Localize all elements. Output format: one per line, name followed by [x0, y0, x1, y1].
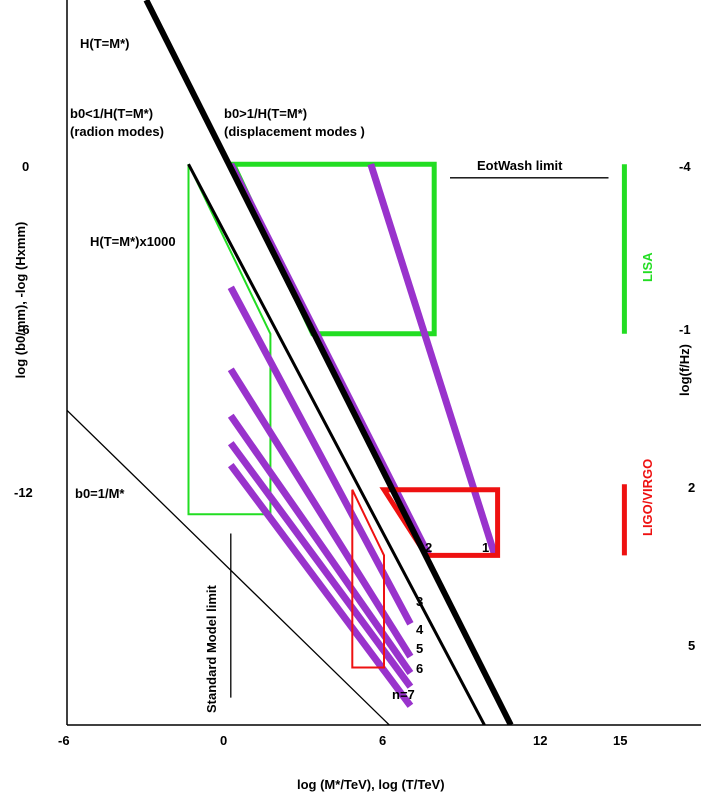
- x-tick-0: -6: [58, 733, 70, 748]
- x-axis-label: log (M*/TeV), log (T/TeV): [297, 777, 445, 792]
- series-label-3: 3: [416, 594, 423, 609]
- y-tick-right-3: 5: [688, 638, 695, 653]
- annotation-radion-name: (radion modes): [70, 124, 164, 139]
- annotation-b0-line: b0=1/M*: [75, 486, 125, 501]
- series-label-5: 5: [416, 641, 423, 656]
- hubble-times-1000-line: [187, 163, 486, 725]
- y-axis-label-right: log(f/Hz): [677, 344, 692, 396]
- x-tick-4: 15: [613, 733, 627, 748]
- annotation-lisa: LISA: [640, 252, 655, 282]
- annotation-h-1000: H(T=M*)x1000: [90, 234, 176, 249]
- annotation-eotwash: EotWash limit: [477, 158, 563, 173]
- annotation-radion-cond: b0<1/H(T=M*): [70, 106, 153, 121]
- x-tick-1: 0: [220, 733, 227, 748]
- series-label-1: 1: [482, 540, 489, 555]
- red-thin-box: [351, 489, 385, 669]
- curve-n6: [227, 441, 414, 689]
- series-label-4: 4: [416, 622, 424, 637]
- b0-equals-inverse-mstar-line: [67, 409, 390, 725]
- series-label-6: 6: [416, 661, 423, 676]
- x-tick-2: 6: [379, 733, 386, 748]
- annotation-sm-limit: Standard Model limit: [204, 584, 219, 713]
- y-tick-right-1: -1: [679, 322, 691, 337]
- curve-n3: [227, 285, 414, 626]
- annotation-disp-cond: b0>1/H(T=M*): [224, 106, 307, 121]
- y-tick-left-1: -6: [18, 322, 30, 337]
- annotation-h-line: H(T=M*): [80, 36, 129, 51]
- y-tick-left-2: -12: [14, 485, 33, 500]
- annotation-disp-name: (displacement modes ): [224, 124, 365, 139]
- y-tick-right-2: 2: [688, 480, 695, 495]
- annotation-ligo: LIGO/VIRGO: [640, 459, 655, 536]
- curve-n4: [227, 367, 414, 659]
- y-axis-label-left: log (b0/mm), -log (Hxmm): [13, 222, 28, 379]
- curve-n7: [227, 463, 414, 708]
- y-tick-right-0: -4: [679, 159, 691, 174]
- series-label-2: 2: [425, 540, 432, 555]
- y-tick-left-0: 0: [22, 159, 29, 174]
- x-tick-3: 12: [533, 733, 547, 748]
- hubble-line: [143, 0, 514, 725]
- series-label-7: n=7: [392, 687, 415, 702]
- curve-n5: [227, 413, 414, 676]
